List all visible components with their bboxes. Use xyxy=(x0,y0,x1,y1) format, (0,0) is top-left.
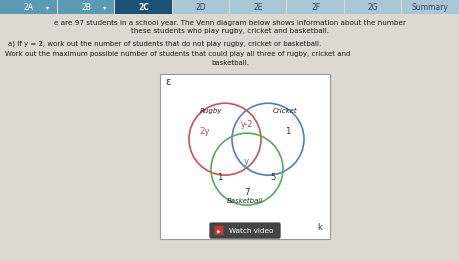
Text: 2G: 2G xyxy=(368,3,378,12)
Text: Summary: Summary xyxy=(412,3,449,12)
Text: e are 97 students in a school year. The Venn diagram below shows information abo: e are 97 students in a school year. The … xyxy=(54,20,406,26)
Text: k: k xyxy=(318,223,323,232)
Text: a) If y = 2, work out the number of students that do not play rugby, cricket or : a) If y = 2, work out the number of stud… xyxy=(8,40,321,47)
Bar xyxy=(173,0,229,14)
Bar xyxy=(58,0,114,14)
Text: 7: 7 xyxy=(244,188,250,197)
Text: ▾: ▾ xyxy=(103,5,106,10)
Text: ▾: ▾ xyxy=(45,5,49,10)
Text: 2B: 2B xyxy=(81,3,91,12)
Bar xyxy=(287,0,344,14)
Text: 2A: 2A xyxy=(24,3,34,12)
Text: 1: 1 xyxy=(285,127,291,136)
Bar xyxy=(0,0,57,14)
Text: y: y xyxy=(244,157,249,166)
Text: ε: ε xyxy=(165,77,170,87)
Text: Basketball: Basketball xyxy=(227,198,263,204)
Text: 2F: 2F xyxy=(311,3,320,12)
Text: basketball.: basketball. xyxy=(211,60,249,66)
Text: 2C: 2C xyxy=(138,3,149,12)
Text: 5: 5 xyxy=(270,173,276,182)
Text: Rugby: Rugby xyxy=(200,108,223,114)
Text: 2y: 2y xyxy=(200,127,210,136)
Text: 1: 1 xyxy=(217,173,223,182)
Text: 2D: 2D xyxy=(196,3,206,12)
Bar xyxy=(345,0,401,14)
Text: ▶: ▶ xyxy=(217,228,221,233)
Bar xyxy=(402,0,459,14)
Bar xyxy=(115,0,172,14)
FancyBboxPatch shape xyxy=(210,223,280,238)
Text: Watch video: Watch video xyxy=(229,228,273,234)
Text: 2E: 2E xyxy=(253,3,263,12)
FancyBboxPatch shape xyxy=(214,226,224,235)
Text: these students who play rugby, cricket and basketball.: these students who play rugby, cricket a… xyxy=(131,28,329,34)
Text: Work out the maximum possible number of students that could play all three of ru: Work out the maximum possible number of … xyxy=(5,51,350,57)
Text: Cricket: Cricket xyxy=(273,108,297,114)
Text: y-2: y-2 xyxy=(241,120,253,129)
Bar xyxy=(160,74,330,239)
Bar xyxy=(230,0,286,14)
